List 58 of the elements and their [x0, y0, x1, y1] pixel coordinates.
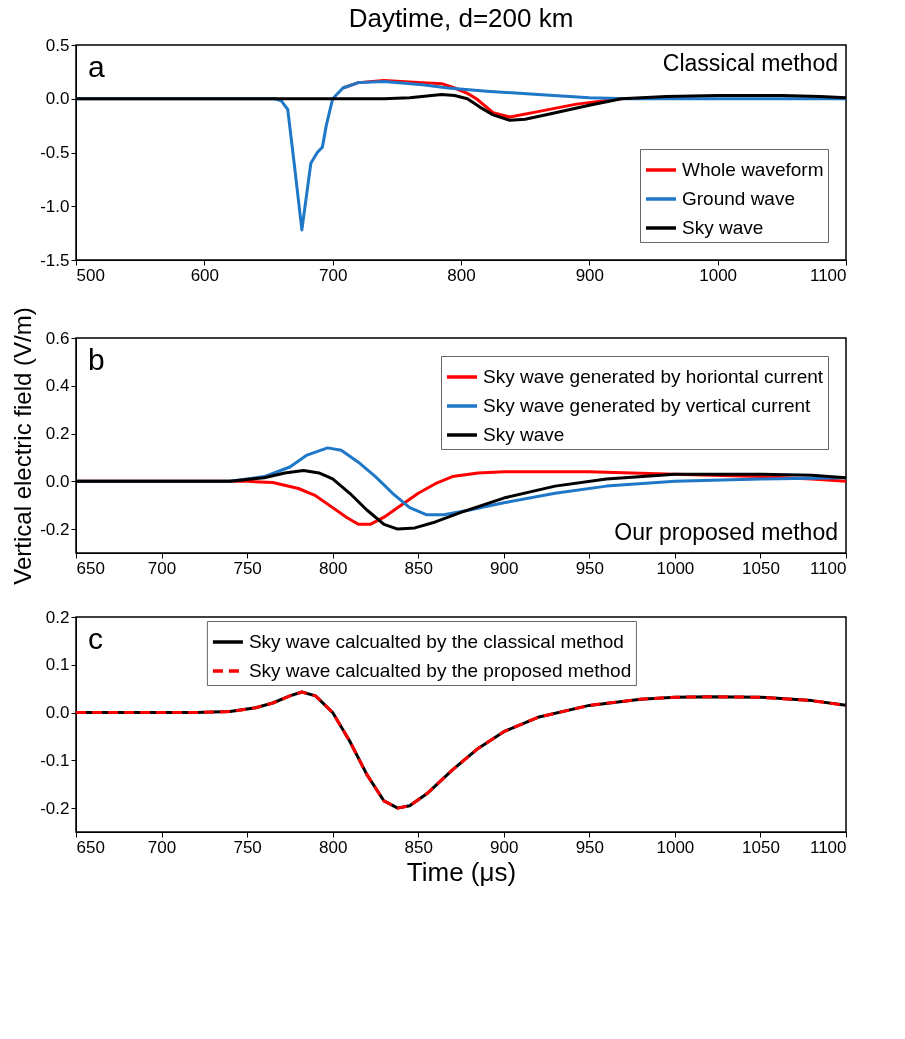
x-tick-label: 650: [76, 837, 105, 857]
legend-label: Whole waveform: [682, 159, 824, 180]
annotation: b: [88, 343, 105, 376]
annotation: c: [88, 622, 103, 655]
x-tick-label: 950: [575, 558, 605, 578]
x-tick-label: 750: [233, 837, 262, 857]
x-tick-label: 600: [190, 265, 220, 285]
x-tick-label: 650: [76, 558, 105, 578]
legend-label: Ground wave: [682, 188, 796, 209]
y-tick-label: 0.2: [45, 607, 70, 627]
y-tick-label: -0.2: [40, 519, 70, 539]
legend-label: Sky wave: [483, 424, 565, 445]
annotation: a: [88, 50, 105, 83]
x-tick-label: 1050: [742, 558, 780, 578]
chart-title: Daytime, d=200 km: [348, 3, 574, 33]
y-tick-label: -1.0: [40, 196, 70, 216]
legend-label: Sky wave generated by horiontal current: [483, 366, 824, 387]
x-tick-label: 1100: [809, 265, 847, 285]
y-tick-label: -0.2: [40, 798, 70, 818]
y-tick-label: 0.2: [45, 424, 70, 444]
legend-label: Sky wave calcualted by the classical method: [248, 631, 624, 652]
x-tick-label: 900: [490, 558, 519, 578]
x-tick-label: 1100: [809, 837, 847, 857]
x-tick-label: 700: [318, 265, 348, 285]
x-tick-label: 800: [447, 265, 476, 285]
legend-label: Sky wave generated by vertical current: [483, 395, 812, 416]
annotation: Our proposed method: [614, 519, 838, 545]
x-tick-label: 950: [575, 837, 605, 857]
x-tick-label: 700: [147, 837, 177, 857]
y-tick-label: 0.0: [45, 471, 70, 491]
x-tick-label: 800: [318, 558, 348, 578]
legend-label: Sky wave calcualted by the proposed method: [248, 660, 632, 681]
x-tick-label: 1100: [809, 558, 847, 578]
x-tick-label: 1000: [656, 837, 695, 857]
y-tick-label: 0.0: [45, 89, 70, 109]
legend-label: Sky wave: [682, 217, 764, 238]
x-axis-title: Time (μs): [406, 856, 517, 887]
x-tick-label: 1050: [742, 837, 780, 857]
y-tick-label: 0.6: [45, 328, 70, 348]
x-tick-label: 800: [318, 837, 348, 857]
y-tick-label: 0.1: [45, 655, 70, 675]
x-tick-label: 500: [76, 265, 105, 285]
x-tick-label: 900: [575, 265, 605, 285]
x-tick-label: 700: [147, 558, 177, 578]
y-tick-label: 0.4: [45, 376, 70, 396]
x-tick-label: 850: [404, 837, 433, 857]
annotation: Classical method: [662, 50, 838, 76]
x-tick-label: 1000: [699, 265, 738, 285]
x-tick-label: 900: [490, 837, 519, 857]
x-tick-label: 750: [233, 558, 262, 578]
y-tick-label: 0.5: [45, 35, 70, 55]
y-tick-label: -1.5: [40, 250, 70, 270]
y-tick-label: 0.0: [45, 703, 70, 723]
x-tick-label: 850: [404, 558, 433, 578]
y-tick-label: -0.1: [40, 750, 70, 770]
x-tick-label: 1000: [656, 558, 695, 578]
y-tick-label: -0.5: [40, 143, 70, 162]
y-axis-title: Vertical electric field (V/m): [9, 307, 37, 585]
